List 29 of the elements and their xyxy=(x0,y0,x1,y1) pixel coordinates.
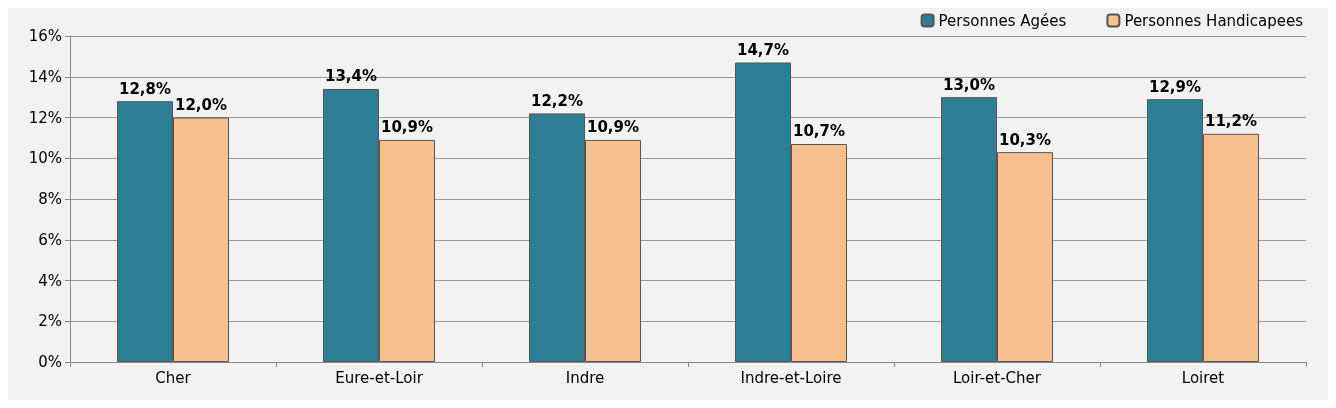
data-label: 10,9% xyxy=(586,118,640,137)
data-label: 11,2% xyxy=(1204,112,1258,131)
data-label: 14,7% xyxy=(736,40,790,59)
data-label: 12,9% xyxy=(1148,77,1202,96)
y-tick-label: 10% xyxy=(28,149,62,168)
data-label: 12,0% xyxy=(174,96,228,114)
legend-label: Personnes Agées xyxy=(938,11,1067,30)
data-label: 13,4% xyxy=(324,67,378,86)
y-tick-label: 4% xyxy=(38,271,62,290)
legend-label: Personnes Handicapees xyxy=(1124,11,1304,30)
y-tick-label: 16% xyxy=(28,27,62,45)
y-tick-label: 6% xyxy=(38,230,62,249)
data-label: 12,8% xyxy=(118,79,172,98)
data-label: 10,3% xyxy=(998,130,1052,149)
y-tick-label: 12% xyxy=(28,108,62,127)
data-label: 12,2% xyxy=(530,91,584,110)
x-tick-label: Loir-et-Cher xyxy=(953,368,1042,387)
data-label: 10,7% xyxy=(792,122,846,141)
data-label: 10,9% xyxy=(380,118,434,137)
y-tick-label: 8% xyxy=(38,190,62,208)
y-tick-label: 2% xyxy=(38,312,62,331)
x-tick-label: Eure-et-Loir xyxy=(335,368,424,387)
data-label: 13,0% xyxy=(942,75,996,94)
x-tick-label: Indre xyxy=(565,368,605,387)
y-tick-label: 0% xyxy=(38,353,62,371)
x-tick-label: Loiret xyxy=(1181,368,1225,387)
y-tick-label: 14% xyxy=(28,67,62,86)
x-tick-label: Cher xyxy=(155,368,192,387)
x-tick-label: Indre-et-Loire xyxy=(740,368,842,387)
